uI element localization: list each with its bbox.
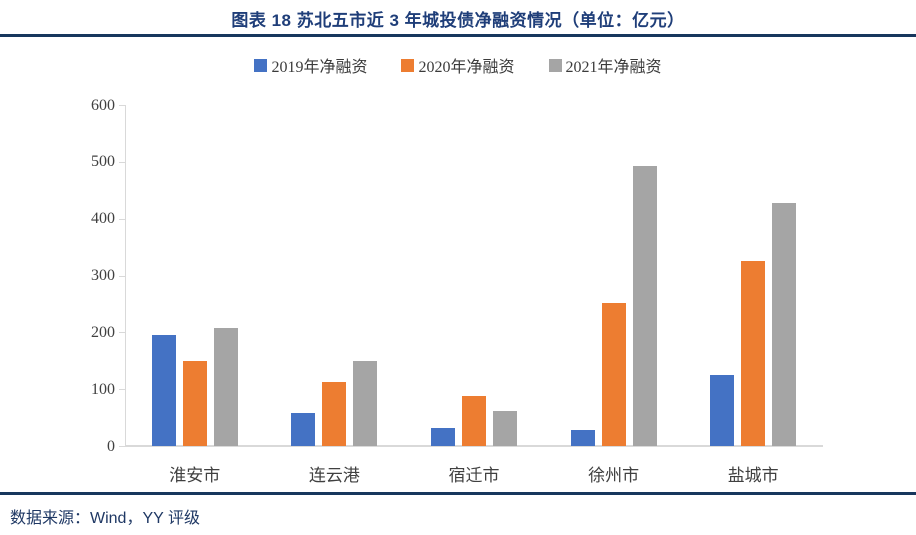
x-category-label: 淮安市 bbox=[169, 466, 221, 485]
y-tick-label: 100 bbox=[91, 380, 115, 398]
y-tick-mark bbox=[119, 332, 125, 334]
y-tick-label: 0 bbox=[107, 437, 115, 455]
bar-淮安市-2019年净融资 bbox=[151, 335, 176, 446]
bar-徐州市-2020年净融资 bbox=[601, 302, 626, 446]
x-category-label: 宿迁市 bbox=[448, 466, 500, 485]
bar-宿迁市-2019年净融资 bbox=[431, 427, 455, 446]
bar-宿迁市-2020年净融资 bbox=[462, 395, 486, 446]
bar-盐城市-2019年净融资 bbox=[710, 374, 735, 446]
bar-连云港-2019年净融资 bbox=[291, 413, 316, 446]
x-axis-line bbox=[125, 445, 823, 447]
legend-item: 2020年净融资 bbox=[401, 53, 515, 77]
bar-盐城市-2020年净融资 bbox=[741, 261, 766, 446]
y-tick-mark bbox=[119, 105, 125, 106]
legend-label: 2020年净融资 bbox=[418, 59, 515, 76]
header-rule bbox=[0, 34, 916, 37]
y-tick-mark bbox=[119, 446, 125, 447]
y-tick-label: 300 bbox=[91, 267, 115, 284]
y-tick-label: 400 bbox=[91, 210, 115, 228]
y-tick-mark bbox=[119, 161, 125, 163]
y-tick-mark bbox=[119, 275, 125, 277]
legend-swatch-icon bbox=[254, 58, 268, 72]
bar-徐州市-2019年净融资 bbox=[570, 430, 595, 446]
y-tick-mark bbox=[119, 218, 125, 220]
legend-item: 2019年净融资 bbox=[254, 53, 367, 77]
legend-item: 2021年净融资 bbox=[548, 53, 662, 77]
y-tick-label: 200 bbox=[91, 323, 115, 341]
y-tick-label: 600 bbox=[91, 96, 115, 114]
chart-title: 图表 18 苏北五市近 3 年城投债净融资情况（单位：亿元） bbox=[231, 11, 685, 30]
bar-淮安市-2020年净融资 bbox=[182, 360, 207, 446]
bar-淮安市-2021年净融资 bbox=[213, 327, 238, 446]
y-axis-line bbox=[125, 105, 126, 446]
bar-徐州市-2021年净融资 bbox=[632, 166, 657, 446]
footer-rule bbox=[0, 492, 916, 495]
x-category-label: 徐州市 bbox=[588, 466, 640, 485]
bar-连云港-2021年净融资 bbox=[353, 361, 378, 446]
y-tick-mark bbox=[119, 389, 125, 391]
legend-label: 2021年净融资 bbox=[565, 59, 662, 76]
legend-label: 2019年净融资 bbox=[271, 59, 368, 76]
y-tick-label: 500 bbox=[91, 153, 115, 171]
legend-swatch-icon bbox=[548, 58, 562, 72]
bar-盐城市-2021年净融资 bbox=[772, 202, 797, 446]
bar-宿迁市-2021年净融资 bbox=[493, 411, 517, 446]
bar-连云港-2020年净融资 bbox=[322, 381, 347, 446]
chart-legend: 2019年净融资 2020年净融资 2021年净融资 bbox=[0, 53, 916, 77]
x-category-label: 连云港 bbox=[308, 466, 360, 485]
legend-swatch-icon bbox=[401, 58, 415, 72]
data-source-note: 数据来源：Wind，YY 评级 bbox=[10, 510, 200, 527]
x-category-label: 盐城市 bbox=[727, 466, 779, 485]
